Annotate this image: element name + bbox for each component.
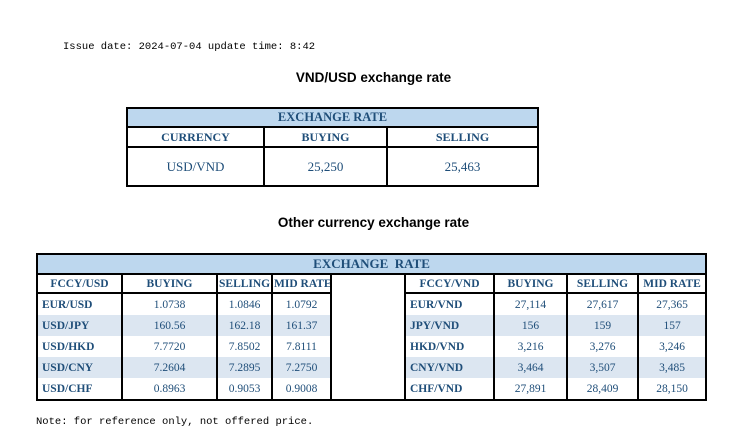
pair-usd: USD/CNY [36, 357, 123, 378]
pair-usd: USD/JPY [36, 315, 123, 336]
usd-table-band-header-row: EXCHANGE RATE [126, 107, 539, 128]
pair-vnd: HKD/VND [404, 336, 495, 357]
vnd-mid-rate: 27,365 [636, 293, 708, 315]
reference-note: Note: for reference only, not offered pr… [36, 416, 314, 428]
usd-table-title: VND/USD exchange rate [295, 70, 452, 85]
vnd-selling: 3,276 [566, 336, 639, 357]
column-header-usd-mid-rate: MID RATE [271, 273, 332, 294]
usd-mid-rate: 1.0792 [271, 293, 332, 315]
vnd-mid-rate: 3,246 [636, 336, 708, 357]
selling-rate: 25,463 [386, 146, 539, 187]
column-header-selling: SELLING [386, 126, 539, 148]
pair-vnd: EUR/VND [404, 293, 495, 315]
usd-selling: 162.18 [216, 315, 273, 336]
column-header-usd-buying: BUYING [121, 273, 218, 294]
usd-mid-rate: 7.8111 [271, 336, 332, 357]
vnd-selling: 27,617 [566, 293, 639, 315]
buying-rate: 25,250 [263, 146, 388, 187]
vnd-mid-rate: 157 [636, 315, 708, 336]
pair-usd: USD/HKD [36, 336, 123, 357]
vnd-mid-rate: 3,485 [636, 357, 708, 378]
vnd-buying: 3,464 [493, 357, 568, 378]
vnd-mid-rate: 28,150 [636, 378, 708, 400]
row-hkd: USD/HKD 7.7720 7.8502 7.8111 HKD/VND 3,2… [36, 336, 708, 357]
column-header-usd-selling: SELLING [216, 273, 273, 294]
row-jpy: USD/JPY 160.56 162.18 161.37 JPY/VND 156… [36, 315, 708, 336]
usd-buying: 1.0738 [121, 293, 218, 315]
vnd-buying: 27,891 [493, 378, 568, 400]
column-header-currency: CURRENCY [126, 126, 265, 148]
currency-pair: USD/VND [126, 146, 265, 187]
usd-buying: 0.8963 [121, 378, 218, 400]
usd-buying: 7.7720 [121, 336, 218, 357]
other-currency-rate-table: EXCHANGE RATE FCCY/USD BUYING SELLING MI… [35, 253, 708, 401]
column-header-vnd-mid-rate: MID RATE [636, 273, 708, 294]
usd-buying: 160.56 [121, 315, 218, 336]
other-table-title: Other currency exchange rate [277, 215, 470, 230]
usd-selling: 7.2895 [216, 357, 273, 378]
pair-usd: EUR/USD [36, 293, 123, 315]
row-cny: USD/CNY 7.2604 7.2895 7.2750 CNY/VND 3,4… [36, 357, 708, 378]
usd-buying: 7.2604 [121, 357, 218, 378]
vnd-selling: 159 [566, 315, 639, 336]
row-chf: USD/CHF 0.8963 0.9053 0.9008 CHF/VND 27,… [36, 378, 708, 400]
vnd-buying: 156 [493, 315, 568, 336]
column-header-fccy-usd: FCCY/USD [36, 273, 123, 294]
pair-vnd: CNY/VND [404, 357, 495, 378]
usd-table-band-header: EXCHANGE RATE [126, 107, 539, 128]
usd-selling: 0.9053 [216, 378, 273, 400]
vnd-selling: 28,409 [566, 378, 639, 400]
row-usd-vnd: USD/VND 25,250 25,463 [126, 146, 539, 187]
pair-vnd: CHF/VND [404, 378, 495, 400]
pair-vnd: JPY/VND [404, 315, 495, 336]
other-table-band-header: EXCHANGE RATE [35, 253, 708, 275]
issue-date-line: Issue date: 2024-07-04 update time: 8:42 [63, 41, 316, 53]
usd-selling: 7.8502 [216, 336, 273, 357]
spacer-column [330, 274, 406, 400]
pair-usd: USD/CHF [36, 378, 123, 400]
row-eur: EUR/USD 1.0738 1.0846 1.0792 EUR/VND 27,… [36, 293, 708, 315]
vnd-buying: 3,216 [493, 336, 568, 357]
usd-selling: 1.0846 [216, 293, 273, 315]
usd-mid-rate: 0.9008 [271, 378, 332, 400]
other-table-column-header-row: FCCY/USD BUYING SELLING MID RATE FCCY/VN… [36, 273, 708, 400]
other-table-band-header-row: EXCHANGE RATE [35, 253, 708, 275]
usd-vnd-rate-table: EXCHANGE RATE CURRENCY BUYING SELLING US… [126, 107, 539, 187]
vnd-buying: 27,114 [493, 293, 568, 315]
column-header-fccy-vnd: FCCY/VND [404, 273, 495, 294]
usd-table-column-header-row: CURRENCY BUYING SELLING [126, 126, 539, 148]
column-header-vnd-buying: BUYING [493, 273, 568, 294]
usd-mid-rate: 7.2750 [271, 357, 332, 378]
usd-mid-rate: 161.37 [271, 315, 332, 336]
column-header-buying: BUYING [263, 126, 388, 148]
vnd-selling: 3,507 [566, 357, 639, 378]
column-header-vnd-selling: SELLING [566, 273, 639, 294]
